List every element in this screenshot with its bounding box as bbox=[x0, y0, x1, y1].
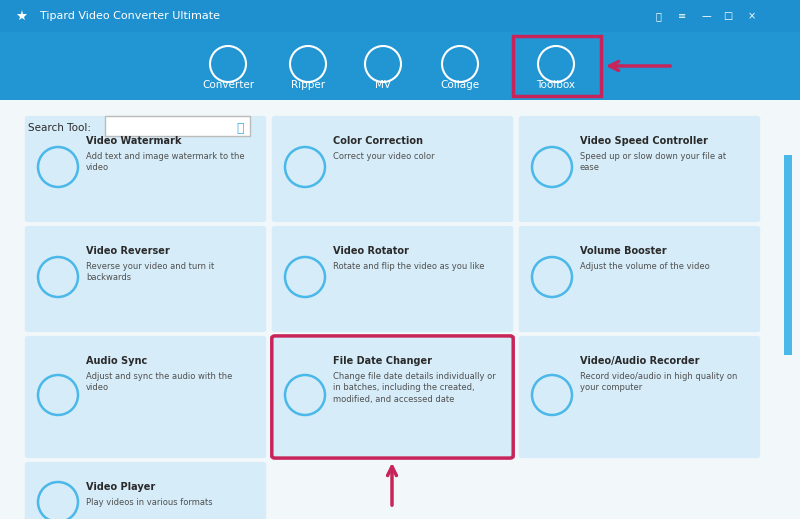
Text: File Date Changer: File Date Changer bbox=[333, 356, 432, 366]
Text: Speed up or slow down your file at
ease: Speed up or slow down your file at ease bbox=[580, 152, 726, 172]
Text: Video Watermark: Video Watermark bbox=[86, 136, 182, 146]
Text: —: — bbox=[701, 11, 711, 21]
Text: Adjust the volume of the video: Adjust the volume of the video bbox=[580, 262, 710, 271]
Text: Video Player: Video Player bbox=[86, 482, 155, 492]
Text: Record video/audio in high quality on
your computer: Record video/audio in high quality on yo… bbox=[580, 372, 738, 392]
Text: MV: MV bbox=[375, 80, 391, 90]
FancyBboxPatch shape bbox=[272, 116, 514, 222]
Text: Ripper: Ripper bbox=[291, 80, 325, 90]
Text: Collage: Collage bbox=[441, 80, 479, 90]
Text: Play videos in various formats: Play videos in various formats bbox=[86, 498, 213, 507]
Text: Rotate and flip the video as you like: Rotate and flip the video as you like bbox=[333, 262, 485, 271]
FancyBboxPatch shape bbox=[25, 116, 266, 222]
Text: ⎕: ⎕ bbox=[655, 11, 661, 21]
Text: Color Correction: Color Correction bbox=[333, 136, 423, 146]
FancyBboxPatch shape bbox=[25, 226, 266, 332]
FancyBboxPatch shape bbox=[0, 0, 800, 32]
Text: Reverse your video and turn it
backwards: Reverse your video and turn it backwards bbox=[86, 262, 214, 282]
FancyBboxPatch shape bbox=[105, 116, 250, 136]
Text: Change file date details individually or
in batches, including the created,
modi: Change file date details individually or… bbox=[333, 372, 496, 404]
FancyBboxPatch shape bbox=[518, 336, 760, 458]
FancyBboxPatch shape bbox=[272, 226, 514, 332]
Text: Converter: Converter bbox=[202, 80, 254, 90]
Text: Add text and image watermark to the
video: Add text and image watermark to the vide… bbox=[86, 152, 245, 172]
Text: ×: × bbox=[748, 11, 756, 21]
Text: Video/Audio Recorder: Video/Audio Recorder bbox=[580, 356, 699, 366]
FancyBboxPatch shape bbox=[272, 336, 514, 458]
Text: Correct your video color: Correct your video color bbox=[333, 152, 434, 161]
Text: Volume Booster: Volume Booster bbox=[580, 246, 666, 256]
Text: ≡: ≡ bbox=[678, 11, 686, 21]
FancyBboxPatch shape bbox=[784, 155, 792, 355]
FancyBboxPatch shape bbox=[0, 100, 800, 519]
FancyBboxPatch shape bbox=[0, 32, 800, 100]
Text: Toolbox: Toolbox bbox=[537, 80, 575, 90]
Text: Tipard Video Converter Ultimate: Tipard Video Converter Ultimate bbox=[40, 11, 220, 21]
Text: Search Tool:: Search Tool: bbox=[28, 123, 91, 133]
FancyBboxPatch shape bbox=[518, 226, 760, 332]
Text: Video Speed Controller: Video Speed Controller bbox=[580, 136, 708, 146]
FancyBboxPatch shape bbox=[25, 336, 266, 458]
Text: ⌕: ⌕ bbox=[236, 121, 244, 134]
FancyBboxPatch shape bbox=[25, 462, 266, 519]
Text: Video Reverser: Video Reverser bbox=[86, 246, 170, 256]
Text: Audio Sync: Audio Sync bbox=[86, 356, 147, 366]
Text: □: □ bbox=[723, 11, 733, 21]
Text: Adjust and sync the audio with the
video: Adjust and sync the audio with the video bbox=[86, 372, 232, 392]
Text: Video Rotator: Video Rotator bbox=[333, 246, 409, 256]
FancyBboxPatch shape bbox=[518, 116, 760, 222]
